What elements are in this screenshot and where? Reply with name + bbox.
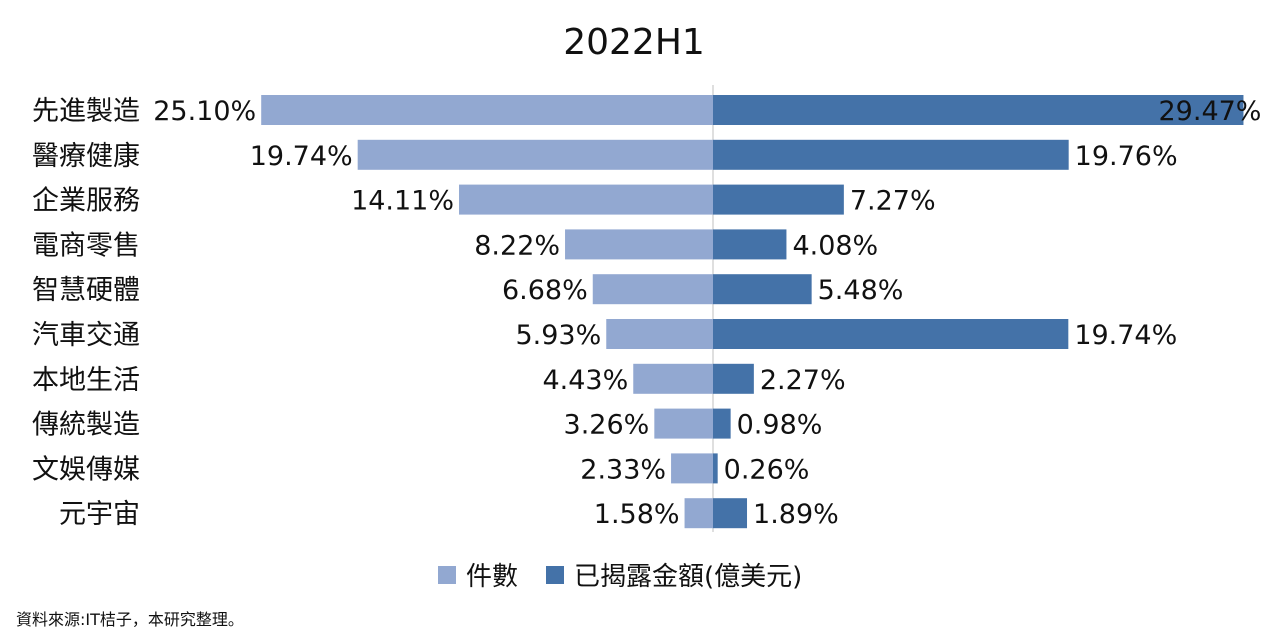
data-label-amount-6: 2.27% — [760, 365, 846, 396]
legend-swatch-count — [438, 565, 456, 584]
data-label-amount-9: 1.89% — [753, 499, 839, 530]
bar-amount-9 — [713, 498, 748, 529]
bar-amount-0 — [713, 95, 1244, 125]
bar-count-5 — [606, 319, 713, 349]
legend-item-amount: 已揭露金額(億美元) — [546, 556, 802, 593]
bar-amount-1 — [713, 139, 1069, 170]
data-label-count-2: 14.11% — [351, 186, 454, 217]
bar-amount-6 — [713, 363, 754, 394]
legend: 件數 已揭露金額(億美元) — [438, 556, 830, 593]
bar-amount-8 — [713, 453, 718, 484]
bar-count-9 — [684, 498, 713, 529]
bar-amount-5 — [713, 319, 1069, 349]
category-label-7: 傳統製造 — [32, 410, 140, 441]
data-label-amount-5: 19.74% — [1074, 320, 1177, 351]
category-label-5: 汽車交通 — [32, 320, 140, 351]
category-label-2: 企業服務 — [32, 186, 140, 217]
data-label-count-9: 1.58% — [594, 499, 680, 530]
source-note: 資料來源:IT桔子，本研究整理。 — [16, 610, 244, 629]
data-label-amount-7: 0.98% — [737, 410, 823, 441]
legend-label-amount: 已揭露金額(億美元) — [574, 562, 803, 592]
data-label-count-5: 5.93% — [515, 320, 601, 351]
data-label-amount-1: 19.76% — [1075, 141, 1178, 172]
legend-label-count: 件數 — [466, 562, 519, 592]
data-label-count-4: 6.68% — [502, 275, 588, 306]
data-label-count-8: 2.33% — [580, 454, 666, 485]
data-label-count-7: 3.26% — [564, 410, 650, 441]
bar-count-0 — [261, 95, 713, 125]
category-label-6: 本地生活 — [32, 365, 140, 396]
bar-count-6 — [633, 363, 713, 394]
bar-count-7 — [654, 408, 713, 439]
category-label-3: 電商零售 — [32, 230, 140, 261]
data-label-amount-2: 7.27% — [850, 186, 936, 217]
bar-count-2 — [459, 184, 713, 215]
bar-count-1 — [357, 139, 713, 170]
category-label-0: 先進製造 — [32, 96, 140, 127]
bar-amount-4 — [713, 274, 812, 305]
bar-amount-2 — [713, 184, 844, 215]
data-label-amount-8: 0.26% — [724, 454, 810, 485]
bar-count-4 — [592, 274, 713, 305]
data-label-amount-3: 4.08% — [792, 230, 878, 261]
data-label-count-3: 8.22% — [474, 230, 560, 261]
chart-title: 2022H1 — [563, 22, 705, 63]
category-label-1: 醫療健康 — [32, 141, 140, 172]
data-label-amount-4: 5.48% — [818, 275, 904, 306]
bar-amount-7 — [713, 408, 731, 439]
legend-item-count: 件數 — [438, 556, 518, 593]
data-label-amount-0: 29.47% — [1159, 96, 1262, 127]
bar-count-8 — [671, 453, 713, 484]
bar-amount-3 — [713, 229, 787, 260]
data-label-count-1: 19.74% — [250, 141, 353, 172]
bar-count-3 — [565, 229, 713, 260]
category-label-4: 智慧硬體 — [32, 275, 140, 306]
category-label-8: 文娛傳媒 — [32, 454, 140, 485]
category-label-9: 元宇宙 — [59, 499, 140, 530]
data-label-count-6: 4.43% — [542, 365, 628, 396]
legend-swatch-amount — [546, 565, 565, 584]
data-label-count-0: 25.10% — [153, 96, 256, 127]
